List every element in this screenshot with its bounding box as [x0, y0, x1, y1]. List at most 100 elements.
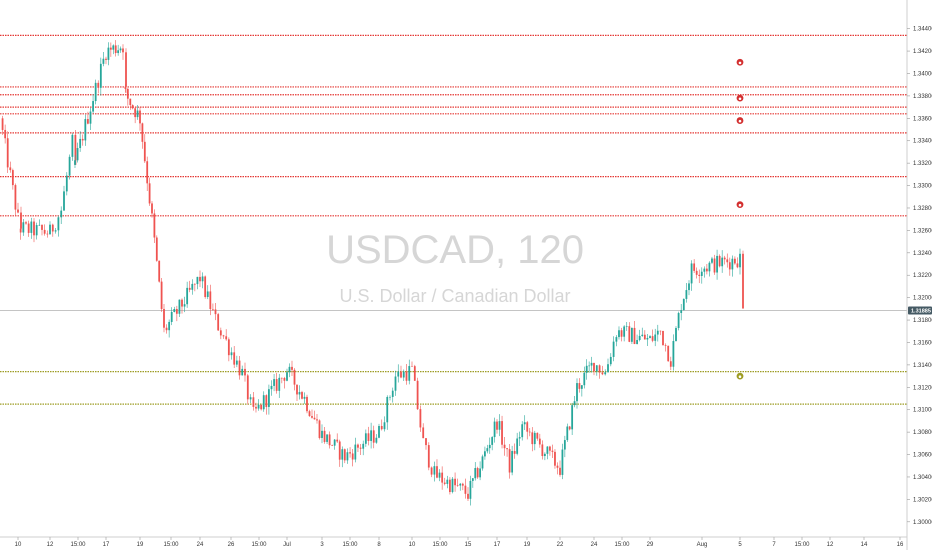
candle[interactable]	[590, 356, 593, 373]
candle[interactable]	[35, 222, 38, 240]
candle[interactable]	[609, 353, 612, 367]
candle[interactable]	[474, 462, 477, 481]
candle[interactable]	[693, 259, 696, 274]
candle[interactable]	[306, 394, 308, 414]
candle[interactable]	[233, 346, 236, 369]
candle[interactable]	[107, 42, 110, 66]
candle[interactable]	[275, 372, 278, 394]
candle[interactable]	[449, 477, 451, 495]
candle[interactable]	[427, 442, 430, 471]
candle[interactable]	[430, 466, 433, 478]
candle[interactable]	[41, 224, 43, 236]
candle[interactable]	[33, 218, 35, 243]
candle[interactable]	[370, 422, 373, 449]
candle[interactable]	[595, 364, 598, 376]
candle[interactable]	[618, 326, 620, 340]
candle[interactable]	[155, 235, 158, 262]
candle[interactable]	[464, 478, 467, 499]
candle[interactable]	[636, 334, 638, 345]
candle[interactable]	[536, 432, 539, 441]
candle[interactable]	[721, 250, 724, 273]
candle[interactable]	[556, 462, 559, 475]
candle[interactable]	[79, 131, 82, 152]
candle[interactable]	[141, 122, 144, 149]
candle[interactable]	[246, 373, 249, 405]
candle[interactable]	[375, 434, 378, 444]
candle[interactable]	[249, 394, 252, 404]
candle[interactable]	[117, 44, 120, 56]
candle[interactable]	[680, 303, 683, 321]
candle[interactable]	[643, 330, 646, 340]
candle[interactable]	[89, 107, 92, 130]
candle[interactable]	[204, 275, 207, 299]
candle[interactable]	[641, 327, 644, 337]
candle[interactable]	[378, 423, 380, 439]
candle[interactable]	[74, 130, 77, 165]
candle[interactable]	[633, 321, 636, 345]
candle[interactable]	[262, 391, 265, 412]
candle[interactable]	[186, 281, 189, 308]
candle[interactable]	[688, 280, 690, 296]
candle[interactable]	[703, 266, 706, 278]
candle[interactable]	[326, 434, 328, 445]
candle[interactable]	[134, 107, 137, 124]
candle[interactable]	[349, 447, 351, 458]
candle[interactable]	[400, 365, 402, 379]
candle[interactable]	[57, 215, 60, 237]
candle[interactable]	[270, 380, 273, 396]
candle[interactable]	[129, 98, 132, 110]
candle[interactable]	[739, 248, 741, 275]
alert-marker-olive[interactable]	[736, 372, 744, 380]
candle[interactable]	[214, 302, 217, 321]
candle[interactable]	[212, 303, 214, 311]
candle[interactable]	[343, 448, 346, 464]
candle[interactable]	[241, 365, 244, 376]
candle[interactable]	[76, 142, 79, 163]
candle[interactable]	[585, 359, 588, 380]
candle[interactable]	[139, 106, 141, 131]
candle[interactable]	[20, 206, 22, 232]
candle[interactable]	[456, 478, 459, 487]
candle[interactable]	[416, 377, 419, 410]
candle[interactable]	[682, 298, 685, 311]
candle[interactable]	[726, 253, 729, 268]
candle[interactable]	[446, 475, 449, 489]
candle[interactable]	[313, 410, 316, 420]
candle[interactable]	[17, 202, 19, 214]
candle[interactable]	[288, 363, 291, 378]
candle[interactable]	[222, 334, 225, 339]
candle[interactable]	[316, 413, 318, 424]
candle[interactable]	[742, 250, 744, 309]
candle[interactable]	[402, 369, 405, 381]
candle[interactable]	[351, 449, 354, 467]
time-axis[interactable]: 10 12 15:00 17 19 15:00 24 26 15:00 Jul 3 15:00 8 10 1…	[15, 537, 904, 548]
candle[interactable]	[604, 369, 607, 376]
candle[interactable]	[419, 405, 422, 432]
candle[interactable]	[336, 433, 339, 443]
candle[interactable]	[244, 362, 246, 382]
candle[interactable]	[301, 390, 303, 400]
candle[interactable]	[105, 56, 107, 65]
candle[interactable]	[341, 446, 344, 468]
candle[interactable]	[491, 436, 494, 451]
candle[interactable]	[199, 270, 201, 287]
candle[interactable]	[576, 378, 578, 409]
candle[interactable]	[708, 261, 711, 277]
candle[interactable]	[318, 419, 321, 440]
candle[interactable]	[405, 363, 408, 385]
candle[interactable]	[146, 156, 149, 191]
candle[interactable]	[433, 461, 436, 482]
candle[interactable]	[486, 444, 489, 454]
candle[interactable]	[54, 228, 57, 234]
candle[interactable]	[124, 84, 127, 93]
candle[interactable]	[148, 177, 151, 206]
candle[interactable]	[656, 324, 659, 342]
candle[interactable]	[413, 364, 416, 381]
candle[interactable]	[206, 285, 209, 300]
candle[interactable]	[362, 440, 365, 456]
candle[interactable]	[372, 425, 375, 449]
candle[interactable]	[625, 321, 628, 331]
candle[interactable]	[252, 391, 255, 411]
candle[interactable]	[296, 384, 298, 402]
